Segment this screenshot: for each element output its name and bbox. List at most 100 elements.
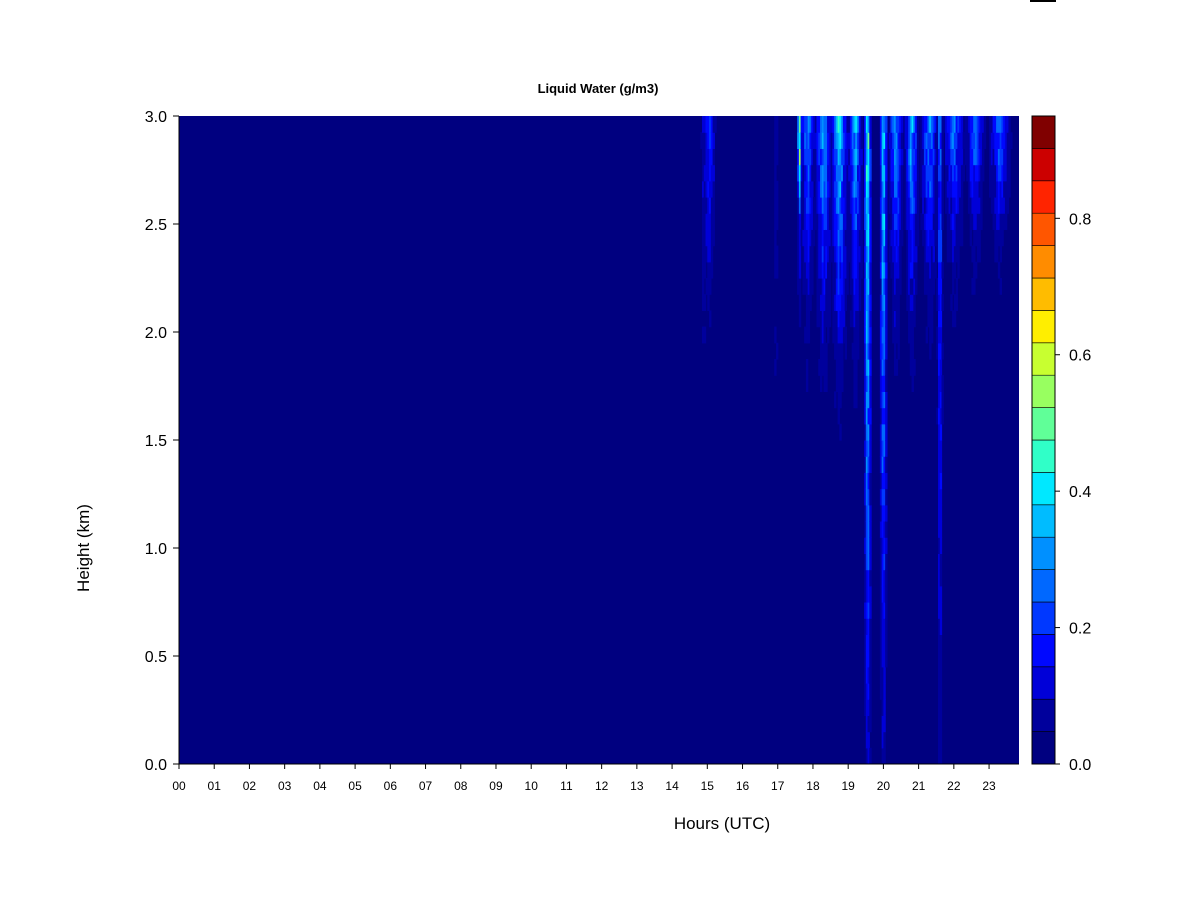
heatmap-cell <box>1004 132 1008 149</box>
heatmap-cell <box>927 213 930 230</box>
heatmap-cell <box>823 294 826 311</box>
heatmap-cell <box>807 164 811 182</box>
heatmap-cell <box>904 132 907 149</box>
heatmap-cell <box>994 245 997 263</box>
heatmap-cell <box>937 359 941 376</box>
heatmap-cell <box>775 132 779 149</box>
heatmap-cell <box>816 164 819 182</box>
heatmap-cell <box>709 132 712 149</box>
heatmap-cell <box>906 245 909 263</box>
heatmap-cell <box>828 278 832 295</box>
heatmap-cell <box>867 391 870 409</box>
heatmap-cell <box>927 294 930 311</box>
heatmap-cell <box>858 197 862 214</box>
heatmap-cell <box>841 245 844 263</box>
heatmap-cell <box>937 391 941 409</box>
heatmap-cell <box>997 180 1001 198</box>
heatmap-cell <box>897 213 900 230</box>
heatmap-cell <box>908 326 911 344</box>
heatmap-cell <box>842 116 846 133</box>
heatmap-cell <box>858 278 862 295</box>
heatmap-cell <box>853 116 856 133</box>
heatmap-cell <box>955 180 958 198</box>
heatmap-cell <box>885 180 888 198</box>
heatmap-cell <box>853 229 856 247</box>
heatmap-cell <box>971 180 974 198</box>
heatmap-cell <box>856 132 860 149</box>
heatmap-cell <box>934 148 937 166</box>
heatmap-cell <box>879 634 883 652</box>
heatmap-cell <box>934 180 937 198</box>
heatmap-cell <box>856 326 860 344</box>
heatmap-cell <box>867 504 870 522</box>
heatmap-cell <box>885 488 888 506</box>
heatmap-cell <box>909 229 913 247</box>
heatmap-cell <box>999 116 1002 133</box>
heatmap-cell <box>941 407 944 425</box>
heatmap-cell <box>893 359 897 376</box>
heatmap-cell <box>881 164 885 182</box>
heatmap-cell <box>895 164 899 182</box>
heatmap-cell <box>812 197 816 214</box>
heatmap-cell <box>825 164 828 182</box>
heatmap-cell <box>821 132 825 149</box>
heatmap-cell <box>969 180 973 198</box>
heatmap-cell <box>899 197 902 214</box>
heatmap-cell <box>897 164 900 182</box>
heatmap-cell <box>867 440 870 457</box>
heatmap-cell <box>841 164 844 182</box>
heatmap-cell <box>804 132 807 149</box>
heatmap-cell <box>950 164 953 182</box>
heatmap-cell <box>992 116 995 133</box>
heatmap-cell <box>953 180 957 198</box>
heatmap-cell <box>837 294 840 311</box>
heatmap-cell <box>913 116 916 133</box>
heatmap-cell <box>835 197 839 214</box>
heatmap-cell <box>707 197 710 214</box>
heatmap-cell <box>839 148 842 166</box>
heatmap-cell <box>825 132 828 149</box>
heatmap-cell <box>828 213 832 230</box>
heatmap-cell <box>895 326 899 344</box>
heatmap-cell <box>990 197 994 214</box>
heatmap-cell <box>936 148 939 166</box>
heatmap-cell <box>916 180 920 198</box>
heatmap-cell <box>911 261 914 279</box>
colorbar-tick-label: 0.6 <box>1069 348 1091 365</box>
heatmap-cell <box>989 116 992 133</box>
heatmap-cell <box>1003 148 1006 166</box>
heatmap-cell <box>818 180 821 198</box>
heatmap-cell <box>911 132 914 149</box>
heatmap-cell <box>922 213 925 230</box>
heatmap-cell <box>909 326 913 344</box>
heatmap-cell <box>881 683 885 700</box>
heatmap-cell <box>974 148 978 166</box>
heatmap-cell <box>927 164 930 182</box>
heatmap-cell <box>837 310 840 328</box>
heatmap-cell <box>937 602 941 619</box>
heatmap-cell <box>895 197 899 214</box>
heatmap-cell <box>856 261 860 279</box>
heatmap-cell <box>865 699 869 716</box>
heatmap-cell <box>906 148 909 166</box>
heatmap-cell <box>883 699 886 716</box>
heatmap-cell <box>842 294 846 311</box>
heatmap-cell <box>932 164 936 182</box>
heatmap-cell <box>957 164 960 182</box>
heatmap-cell <box>865 278 869 295</box>
heatmap-cell <box>908 278 911 295</box>
heatmap-cell <box>960 197 964 214</box>
heatmap-cell <box>904 116 907 133</box>
heatmap-cell <box>955 132 958 149</box>
heatmap-cell <box>827 261 830 279</box>
heatmap-cell <box>853 148 856 166</box>
heatmap-cell <box>974 197 978 214</box>
heatmap-cell <box>821 116 825 133</box>
heatmap-cell <box>980 132 983 149</box>
heatmap-cell <box>774 359 777 376</box>
heatmap-cell <box>820 197 823 214</box>
heatmap-cell <box>950 245 953 263</box>
heatmap-cell <box>974 132 978 149</box>
heatmap-cell <box>967 164 971 182</box>
